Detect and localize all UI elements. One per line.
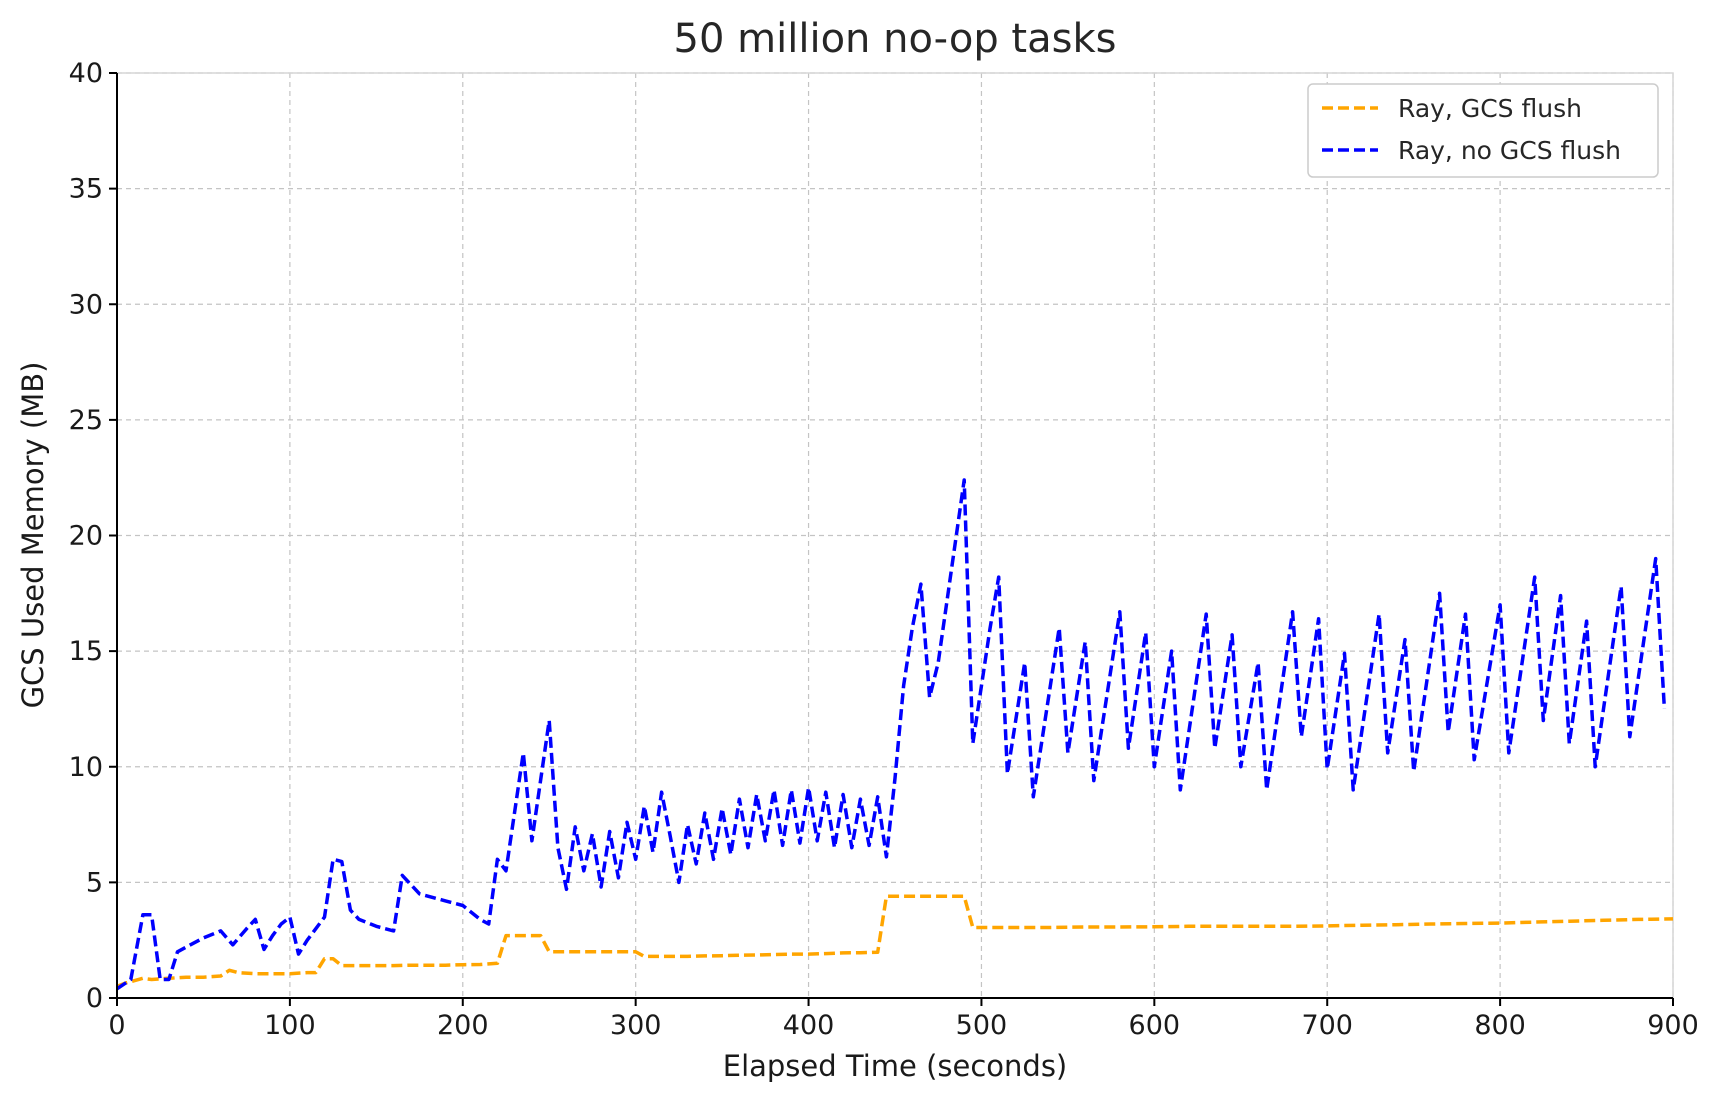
series-layer <box>116 478 1674 991</box>
y-axis-title: GCS Used Memory (MB) <box>16 362 50 709</box>
series-line-gcs-flush <box>116 894 1674 989</box>
x-axis-ticks: 0 100 200 300 400 500 600 700 800 900 <box>108 998 1699 1041</box>
y-axis-ticks: 0 5 10 15 20 25 30 35 40 <box>69 58 117 1014</box>
x-tick-label: 800 <box>1474 1010 1526 1041</box>
y-tick-label: 25 <box>69 405 103 436</box>
x-tick-label: 700 <box>1301 1010 1353 1041</box>
legend-box <box>1307 83 1659 178</box>
y-tick-label: 40 <box>69 58 103 89</box>
x-tick-label: 900 <box>1647 1010 1699 1041</box>
x-tick-label: 100 <box>264 1010 316 1041</box>
legend-label-gcs-flush: Ray, GCS flush <box>1398 94 1582 123</box>
y-tick-label: 35 <box>69 174 103 205</box>
x-axis-title: Elapsed Time (seconds) <box>723 1049 1068 1083</box>
y-tick-label: 20 <box>69 521 103 552</box>
y-tick-label: 30 <box>69 289 103 320</box>
x-tick-label: 300 <box>610 1010 662 1041</box>
y-tick-label: 0 <box>86 983 103 1014</box>
y-tick-label: 5 <box>86 867 103 898</box>
x-tick-label: 500 <box>956 1010 1008 1041</box>
x-tick-label: 600 <box>1129 1010 1181 1041</box>
chart-title: 50 million no-op tasks <box>674 16 1117 62</box>
legend: Ray, GCS flush Ray, no GCS flush <box>1307 83 1659 178</box>
series-line-no-gcs-flush <box>116 478 1667 991</box>
legend-label-no-gcs-flush: Ray, no GCS flush <box>1398 136 1621 165</box>
x-tick-label: 200 <box>437 1010 489 1041</box>
y-tick-label: 15 <box>69 636 103 667</box>
x-tick-label: 0 <box>108 1010 125 1041</box>
x-tick-label: 400 <box>783 1010 835 1041</box>
y-tick-label: 10 <box>69 752 103 783</box>
